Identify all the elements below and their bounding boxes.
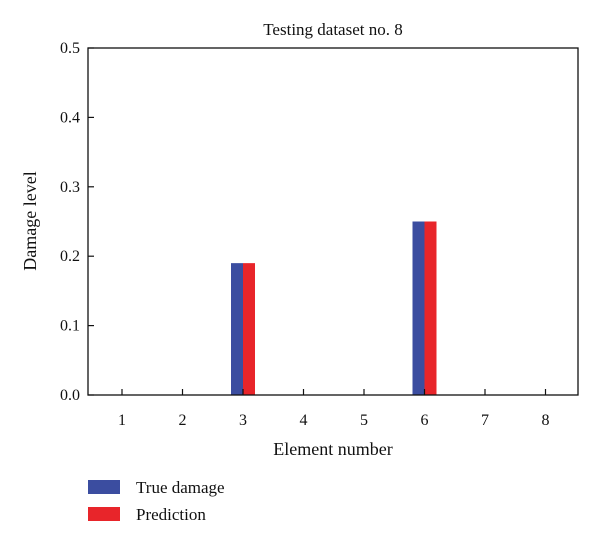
bar-true-damage-element-6 — [412, 221, 425, 395]
y-tick-label: 0.3 — [60, 179, 80, 196]
bar-true-damage-element-3 — [231, 263, 243, 395]
legend-label-true-damage: True damage — [136, 478, 225, 497]
x-axis-label: Element number — [273, 439, 392, 459]
y-axis-label: Damage level — [20, 171, 40, 270]
y-tick-label: 0.1 — [60, 318, 80, 335]
x-tick-label: 1 — [118, 412, 126, 429]
y-tick-label: 0.4 — [60, 109, 80, 126]
legend-label-prediction: Prediction — [136, 505, 206, 524]
x-tick-label: 3 — [239, 412, 247, 429]
ticks-layer: 0.0 0.1 0.2 0.3 0.4 0.5 1 2 3 4 5 6 7 8 — [60, 40, 550, 429]
legend-swatch-prediction — [88, 507, 120, 521]
legend-swatch-true-damage — [88, 480, 120, 494]
bars-layer — [231, 221, 437, 395]
y-tick-label: 0.2 — [60, 248, 80, 265]
chart-title: Testing dataset no. 8 — [263, 20, 403, 39]
x-tick-label: 7 — [481, 412, 489, 429]
plot-frame — [87, 47, 579, 396]
x-tick-label: 4 — [300, 412, 308, 429]
x-tick-label: 2 — [179, 412, 187, 429]
x-tick-label: 5 — [360, 412, 368, 429]
legend: True damage Prediction — [88, 478, 225, 524]
bar-prediction-element-6 — [424, 221, 437, 395]
x-tick-label: 8 — [542, 412, 550, 429]
y-tick-label: 0.0 — [60, 387, 80, 404]
y-tick-label: 0.5 — [60, 40, 80, 57]
x-tick-label: 6 — [421, 412, 429, 429]
bar-prediction-element-3 — [243, 263, 255, 395]
